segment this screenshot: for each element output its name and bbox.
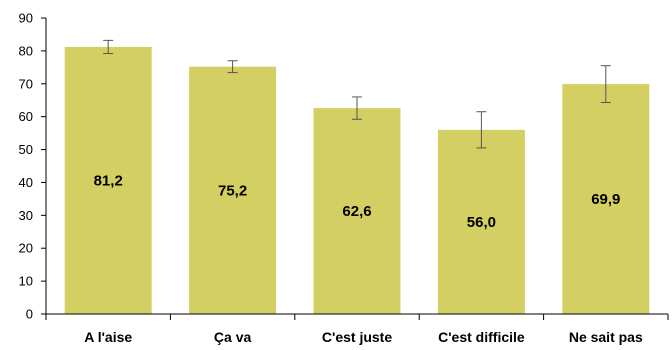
- y-tick-label: 0: [26, 307, 33, 322]
- y-tick-label: 90: [19, 11, 33, 26]
- bars: [64, 46, 650, 315]
- bar: [313, 108, 401, 314]
- y-tick-label: 80: [19, 43, 33, 58]
- error-bar: [103, 39, 114, 55]
- data-label: 75,2: [218, 182, 247, 199]
- error-bar: [227, 60, 238, 74]
- y-tick-label: 30: [19, 208, 33, 223]
- bar: [437, 129, 525, 314]
- y-tick-label: 50: [19, 142, 33, 157]
- bar: [562, 84, 650, 315]
- x-tick-label: C'est difficile: [438, 329, 525, 345]
- error-bar: [476, 111, 487, 149]
- x-tick-label: A l'aise: [84, 329, 132, 345]
- y-tick-label: 10: [19, 274, 33, 289]
- data-labels: 81,2 75,2 62,6 56,0 69,9: [94, 172, 621, 230]
- bar: [64, 46, 152, 314]
- error-bar: [352, 96, 362, 120]
- x-tick-label: C'est juste: [322, 329, 392, 345]
- data-label: 69,9: [591, 191, 620, 208]
- x-tick-label: Ne sait pas: [569, 329, 643, 345]
- data-label: 81,2: [94, 172, 123, 189]
- y-tick-label: 20: [19, 241, 33, 256]
- error-bar: [600, 65, 611, 104]
- y-tick-label: 40: [19, 175, 33, 190]
- error-bars: [103, 39, 611, 149]
- y-tick-label: 60: [19, 109, 33, 124]
- x-tick-label: Ça va: [214, 329, 252, 345]
- y-tick-label: 70: [19, 76, 33, 91]
- x-axis: A l'aise Ça va C'est juste C'est difficile N…: [45, 313, 669, 345]
- bar: [189, 66, 277, 314]
- data-label: 56,0: [467, 214, 496, 231]
- data-label: 62,6: [342, 203, 371, 220]
- y-axis: 0 10 20 30 40 50 60 70 80 90: [19, 11, 47, 322]
